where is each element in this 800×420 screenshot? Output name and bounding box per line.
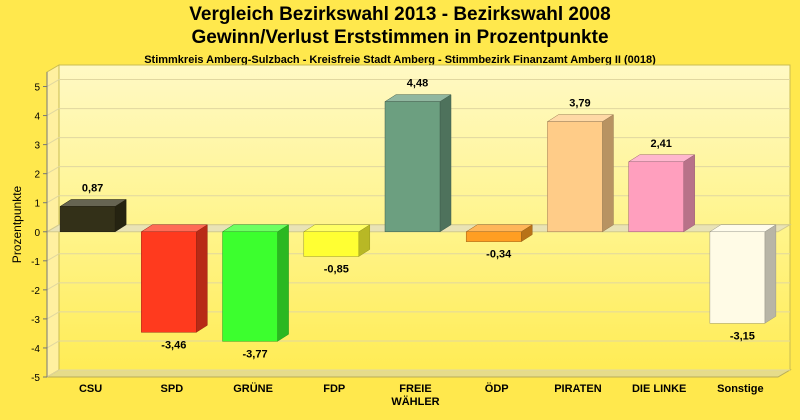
bar <box>384 101 441 233</box>
bar-top <box>465 224 534 233</box>
bar <box>59 206 116 233</box>
bar-top <box>546 114 615 122</box>
x-tick-label: FDP <box>323 383 345 395</box>
gridline-side <box>46 282 60 291</box>
bar-top <box>302 224 371 233</box>
bar-side <box>439 94 452 233</box>
bar <box>465 231 522 242</box>
y-tick-label: 0 <box>34 228 40 239</box>
gridline-side <box>46 108 60 117</box>
x-tick-label: PIRATEN <box>554 383 602 395</box>
value-label: -3,46 <box>161 339 186 351</box>
gridline-side <box>46 79 60 87</box>
x-tick-label: FREIE <box>399 383 431 395</box>
gridline-side <box>46 253 60 262</box>
chart-caption: Stimmkreis Amberg-Sulzbach - Kreisfreie … <box>144 54 656 66</box>
bar <box>222 231 278 342</box>
y-tick-label: -4 <box>31 344 40 355</box>
y-tick-label: -5 <box>31 373 40 384</box>
y-tick-label: -1 <box>31 257 40 268</box>
bar-side <box>277 224 289 342</box>
value-label: -3,15 <box>730 330 755 342</box>
gridline-side <box>46 311 60 320</box>
bar-top <box>384 94 452 102</box>
y-tick-label: -3 <box>31 315 40 326</box>
gridline-side <box>46 340 60 349</box>
gridline-side <box>46 369 60 378</box>
chart-title: Vergleich Bezirkswahl 2013 - Bezirkswahl… <box>189 4 611 25</box>
bar-top <box>627 154 696 163</box>
bar-top <box>59 199 127 207</box>
value-label: -0,85 <box>324 263 349 275</box>
chart-subtitle: Gewinn/Verlust Erststimmen in Prozentpun… <box>191 27 609 48</box>
bar-side <box>764 224 777 324</box>
y-tick-label: 4 <box>34 112 40 123</box>
value-label: 4,48 <box>407 78 428 90</box>
y-tick-label: 1 <box>34 199 40 210</box>
x-tick-label: Sonstige <box>717 383 763 395</box>
bar <box>628 161 684 233</box>
bar <box>303 231 360 257</box>
bar-top <box>709 224 777 233</box>
value-label: -0,34 <box>486 249 512 261</box>
x-tick-label: GRÜNE <box>233 382 273 395</box>
x-tick-label: ÖDP <box>485 382 509 395</box>
bar-top <box>140 224 209 233</box>
bar-side <box>196 224 208 333</box>
bar-side <box>602 114 614 233</box>
bar <box>141 231 197 333</box>
bar-side <box>683 154 695 233</box>
value-label: 3,79 <box>569 98 590 110</box>
x-tick-label: DIE LINKE <box>632 383 686 395</box>
gridline-side <box>46 137 60 146</box>
y-tick-label: -2 <box>31 286 40 297</box>
x-tick-label: WÄHLER <box>391 395 439 408</box>
value-label: -3,77 <box>243 348 268 360</box>
y-tick-label: 2 <box>34 170 40 181</box>
x-tick-label: CSU <box>79 383 102 395</box>
y-axis-title: Prozentpunkte <box>10 185 24 263</box>
value-label: 2,41 <box>650 138 671 150</box>
y-tick-label: 3 <box>34 141 40 152</box>
gridline-side <box>46 166 60 175</box>
plot-floor <box>45 369 792 378</box>
bar-top <box>221 224 290 233</box>
bar <box>547 121 603 233</box>
gridline-side <box>46 195 60 204</box>
value-label: 0,87 <box>82 182 103 194</box>
bar <box>709 231 766 324</box>
y-tick-label: 5 <box>34 83 40 94</box>
x-tick-label: SPD <box>161 383 184 395</box>
